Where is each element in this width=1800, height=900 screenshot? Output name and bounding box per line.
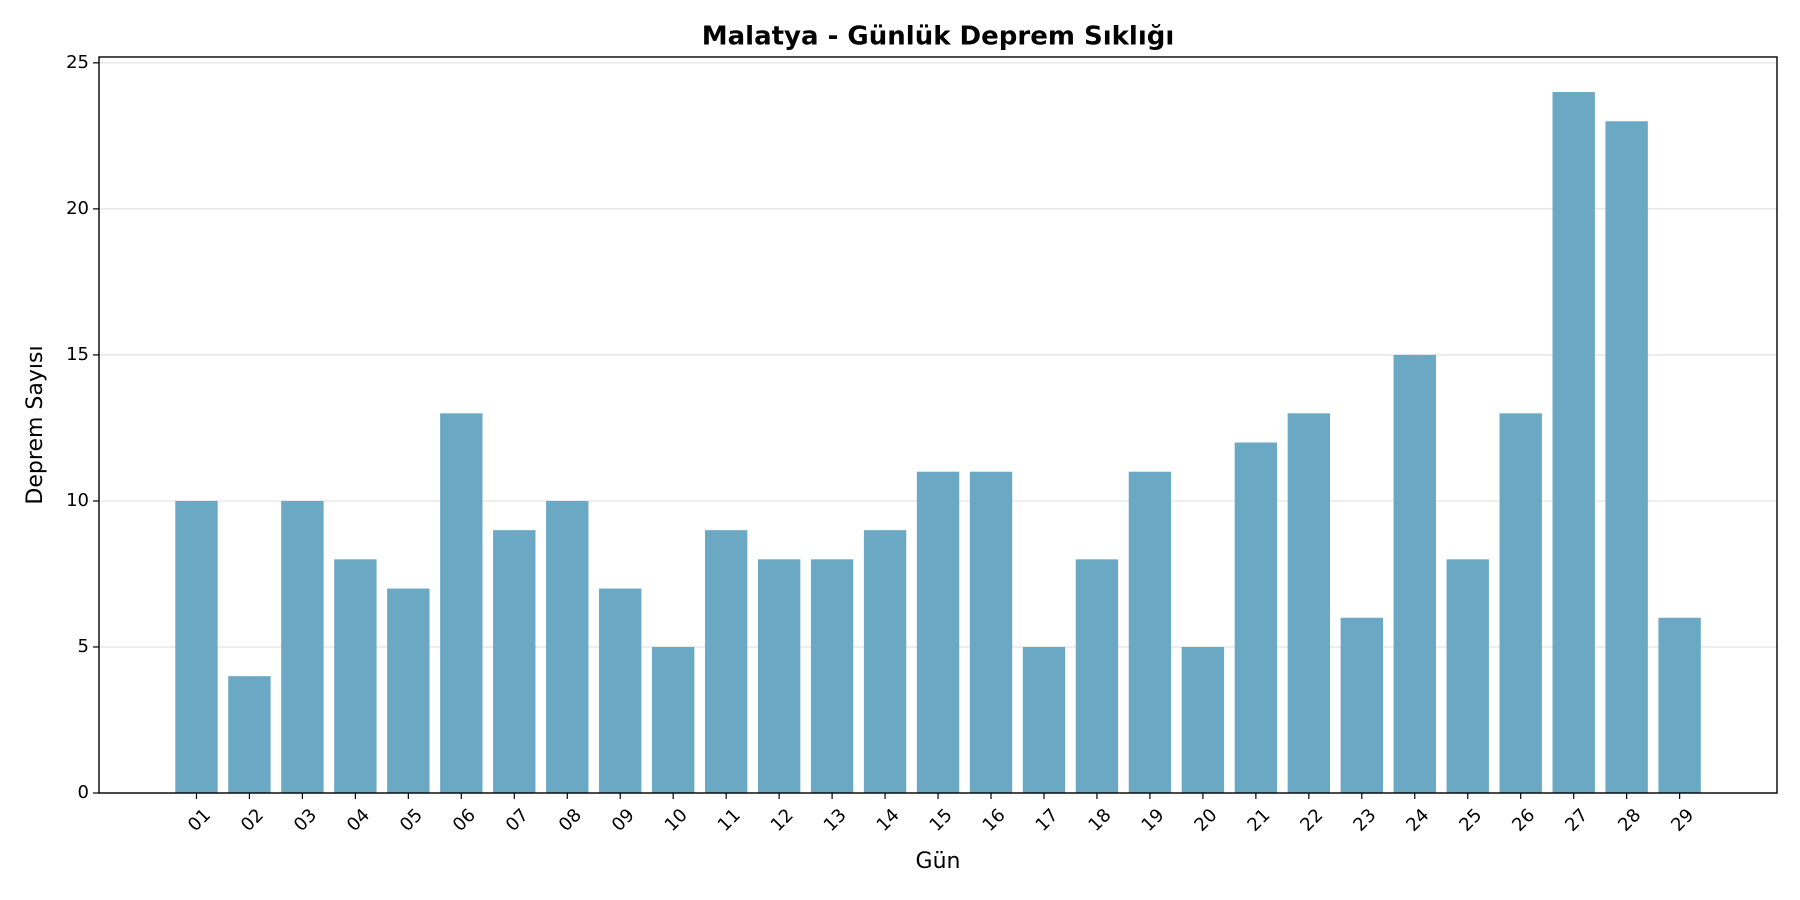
y-tick-label: 5 (78, 636, 89, 657)
bar (1128, 471, 1172, 793)
x-tick-label: 04 (343, 805, 374, 836)
x-tick-label: 24 (1402, 805, 1433, 836)
bar (652, 646, 695, 793)
bar (757, 559, 801, 793)
x-tick-label: 15 (926, 805, 957, 836)
x-tick-label: 28 (1614, 805, 1645, 836)
y-tick-label: 15 (66, 344, 89, 365)
bar (334, 559, 377, 793)
bar (175, 500, 218, 793)
bar (1287, 413, 1331, 793)
bar (493, 530, 536, 793)
bar (1446, 559, 1489, 793)
x-tick-label: 08 (555, 805, 586, 836)
x-tick-label: 07 (502, 805, 533, 836)
x-tick-label: 17 (1032, 805, 1063, 836)
bar (810, 559, 854, 793)
x-tick-label: 19 (1137, 805, 1168, 836)
bar (1552, 92, 1595, 794)
bar (228, 676, 271, 793)
x-tick-label: 20 (1190, 805, 1221, 836)
bar (704, 530, 748, 793)
x-tick-label: 11 (714, 805, 745, 836)
x-tick-label: 05 (396, 805, 427, 836)
x-tick-label: 27 (1561, 805, 1592, 836)
bar (1075, 559, 1119, 793)
x-tick-label: 29 (1667, 805, 1698, 836)
bar (546, 500, 589, 793)
plot-frame (98, 56, 1778, 794)
x-tick-label: 14 (873, 805, 904, 836)
bar (1181, 646, 1225, 793)
x-tick-label: 16 (979, 805, 1010, 836)
x-tick-label: 26 (1508, 805, 1539, 836)
bar (599, 588, 642, 793)
x-tick-label: 10 (661, 805, 692, 836)
bar (1234, 442, 1278, 793)
y-tick-label: 20 (66, 198, 89, 219)
x-tick-label: 12 (767, 805, 798, 836)
x-tick-label: 18 (1084, 805, 1115, 836)
y-tick-label: 10 (66, 490, 89, 511)
x-tick-label: 23 (1349, 805, 1380, 836)
x-tick-label: 21 (1243, 805, 1274, 836)
x-tick-label: 25 (1455, 805, 1486, 836)
bar (1658, 617, 1701, 793)
chart-title: Malatya - Günlük Deprem Sıklığı (702, 22, 1175, 52)
x-tick-label: 06 (449, 805, 480, 836)
bar (916, 471, 960, 793)
bar (1340, 617, 1383, 793)
bar (440, 413, 483, 793)
x-tick-label: 01 (184, 805, 215, 836)
bar (1022, 646, 1066, 793)
x-tick-label: 13 (820, 805, 851, 836)
bar (387, 588, 430, 793)
bar (1393, 354, 1436, 793)
bar (1499, 413, 1542, 793)
bar (1605, 121, 1648, 793)
x-axis-label: Gün (916, 849, 961, 874)
y-tick-label: 0 (78, 782, 89, 803)
y-tick-label: 25 (66, 52, 89, 73)
x-tick-label: 02 (237, 805, 268, 836)
bar (863, 530, 907, 793)
x-tick-label: 09 (608, 805, 639, 836)
y-axis-label: Deprem Sayısı (23, 345, 48, 504)
bar (969, 471, 1013, 793)
x-tick-label: 03 (290, 805, 321, 836)
bar (281, 500, 324, 793)
x-tick-label: 22 (1296, 805, 1327, 836)
